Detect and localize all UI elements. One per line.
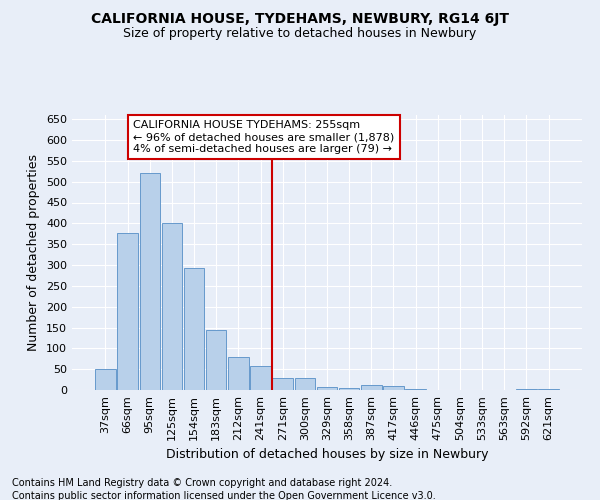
Bar xyxy=(95,369,116,390)
Bar xyxy=(118,232,138,390)
Bar xyxy=(406,389,426,390)
Y-axis label: Number of detached properties: Number of detached properties xyxy=(28,154,40,351)
Text: Contains HM Land Registry data © Crown copyright and database right 2024.: Contains HM Land Registry data © Crown c… xyxy=(12,478,392,488)
Bar xyxy=(228,356,248,390)
Bar xyxy=(184,268,204,390)
Bar xyxy=(339,388,359,390)
Bar xyxy=(516,389,536,390)
Bar xyxy=(383,386,404,390)
Text: Contains public sector information licensed under the Open Government Licence v3: Contains public sector information licen… xyxy=(12,491,436,500)
Bar xyxy=(361,385,382,390)
Text: Size of property relative to detached houses in Newbury: Size of property relative to detached ho… xyxy=(124,28,476,40)
Bar xyxy=(538,389,559,390)
Bar xyxy=(206,330,226,390)
Bar xyxy=(272,378,293,390)
X-axis label: Distribution of detached houses by size in Newbury: Distribution of detached houses by size … xyxy=(166,448,488,461)
Bar xyxy=(295,378,315,390)
Text: CALIFORNIA HOUSE, TYDEHAMS, NEWBURY, RG14 6JT: CALIFORNIA HOUSE, TYDEHAMS, NEWBURY, RG1… xyxy=(91,12,509,26)
Bar xyxy=(140,174,160,390)
Bar xyxy=(161,222,182,390)
Bar xyxy=(317,386,337,390)
Text: CALIFORNIA HOUSE TYDEHAMS: 255sqm
← 96% of detached houses are smaller (1,878)
4: CALIFORNIA HOUSE TYDEHAMS: 255sqm ← 96% … xyxy=(133,120,394,154)
Bar xyxy=(250,366,271,390)
